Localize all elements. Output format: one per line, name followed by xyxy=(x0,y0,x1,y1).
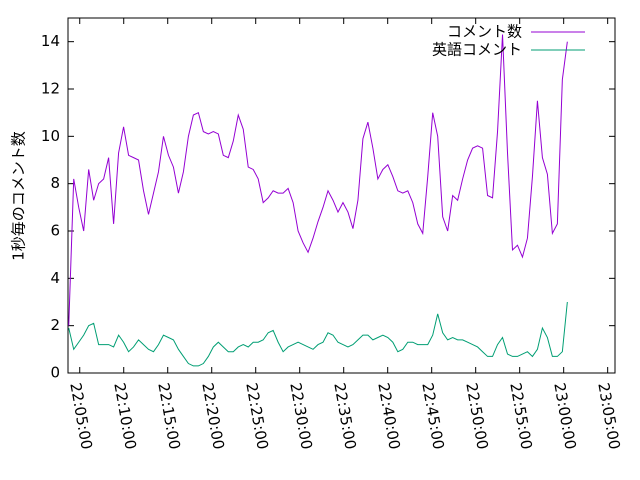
data-line xyxy=(68,301,568,367)
data-line xyxy=(68,34,568,326)
plot-frame xyxy=(67,17,616,374)
x-tick-label: 22:40:00 xyxy=(374,381,403,450)
legend-label: 英語コメント xyxy=(432,41,522,59)
y-tick-label: 14 xyxy=(41,32,60,50)
y-tick-label: 2 xyxy=(50,316,60,334)
x-tick-label: 22:25:00 xyxy=(242,381,271,450)
y-tick-label: 8 xyxy=(50,174,60,192)
y-axis-label: 1秒毎のコメント数 xyxy=(10,131,28,261)
x-tick-label: 22:05:00 xyxy=(66,381,95,450)
x-tick-label: 22:10:00 xyxy=(110,381,139,450)
x-tick-label: 23:05:00 xyxy=(594,381,623,450)
y-tick-label: 4 xyxy=(50,269,60,287)
y-tick-label: 0 xyxy=(50,364,60,382)
y-tick-label: 6 xyxy=(50,222,60,240)
x-tick-label: 22:30:00 xyxy=(286,381,315,450)
y-tick-label: 10 xyxy=(41,127,60,145)
legend-label: コメント数 xyxy=(447,23,522,41)
y-tick-label: 12 xyxy=(41,80,60,98)
x-tick-label: 22:45:00 xyxy=(418,381,447,450)
x-tick-label: 22:55:00 xyxy=(506,381,535,450)
x-tick-label: 22:15:00 xyxy=(154,381,183,450)
x-tick-label: 23:00:00 xyxy=(550,381,579,450)
x-tick-label: 22:50:00 xyxy=(462,381,491,450)
x-tick-label: 22:35:00 xyxy=(330,381,359,450)
x-tick-label: 22:20:00 xyxy=(198,381,227,450)
